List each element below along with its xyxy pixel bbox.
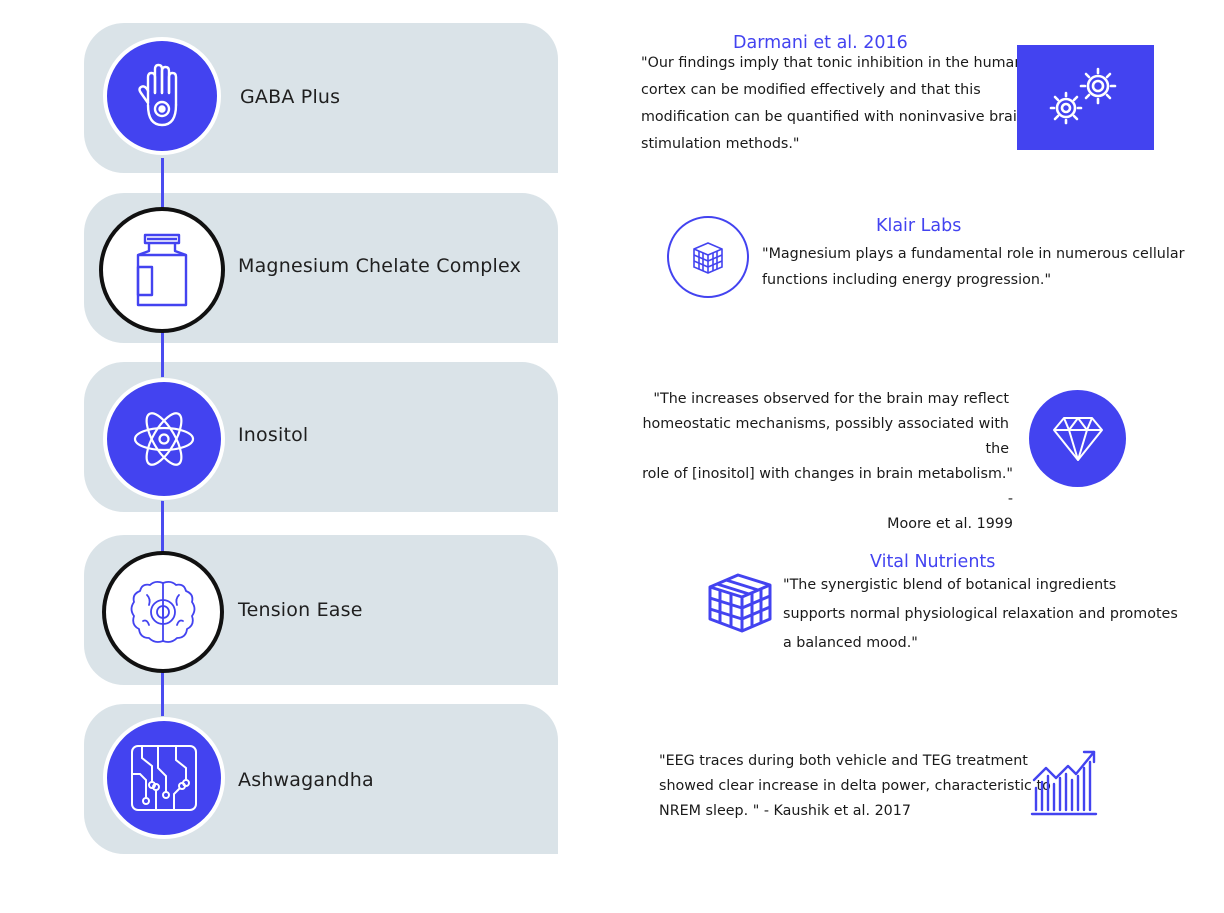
quote-line: a balanced mood." [783,635,918,651]
circuit-board-icon [130,744,198,812]
item-label: Magnesium Chelate Complex [238,255,522,277]
atom-icon [132,409,196,469]
quote-line: functions including energy progression." [762,272,1052,288]
quote-source: Vital Nutrients [870,552,996,572]
diamond-icon [1052,416,1104,462]
quote-text: "EEG traces during both vehicle and TEG … [659,749,1051,824]
bar-chart-growth-icon [1030,748,1100,816]
quote-line: NREM sleep. " - Kaushik et al. 2017 [659,803,911,819]
supplement-bottle-icon [134,233,190,307]
cube-grid-icon-circle [667,216,749,298]
timeline-connector [161,672,164,722]
quote-text: "The increases observed for the brain ma… [640,387,1013,537]
quote-line: showed clear increase in delta power, ch… [659,778,1051,794]
quote-source: Klair Labs [876,216,962,236]
quote-source: Darmani et al. 2016 [733,33,908,53]
cube-grid-icon [690,239,726,275]
cube-icon [707,573,773,633]
quote-line: "The synergistic blend of botanical ingr… [783,577,1117,593]
quote-text: "The synergistic blend of botanical ingr… [783,571,1178,658]
quote-line: homeostatic mechanisms, possibly associa… [642,416,1009,457]
item-icon-circle [102,551,224,673]
quote-text: "Our findings imply that tonic inhibitio… [641,50,1026,158]
quote-line: Moore et al. 1999 [887,516,1013,532]
item-label: GABA Plus [240,86,341,108]
gears-icon-tile [1017,45,1154,150]
gears-icon [1048,66,1124,130]
diamond-icon-circle [1029,390,1126,487]
quote-line: stimulation methods." [641,136,800,152]
quote-line: "Magnesium plays a fundamental role in n… [762,246,1185,262]
item-icon-circle [103,717,225,839]
timeline-connector [161,330,164,382]
quote-line: "EEG traces during both vehicle and TEG … [659,753,1028,769]
quote-line: role of [inositol] with changes in brain… [642,466,1013,507]
item-icon-circle [99,207,225,333]
item-label: Inositol [238,424,309,446]
quote-text: "Magnesium plays a fundamental role in n… [762,241,1184,293]
brain-gear-icon [129,579,197,645]
quote-line: "The increases observed for the brain ma… [653,391,1009,407]
quote-line: cortex can be modified effectively and t… [641,82,981,98]
item-label: Tension Ease [238,599,363,621]
quote-line: "Our findings imply that tonic inhibitio… [641,55,1024,71]
hand-icon [132,63,192,129]
timeline-connector [161,500,164,555]
quote-line: modification can be quantified with noni… [641,109,1026,125]
item-icon-circle [103,37,221,155]
timeline-connector [161,158,164,210]
item-label: Ashwagandha [238,769,374,791]
quote-line: supports normal physiological relaxation… [783,606,1178,622]
item-icon-circle [103,378,225,500]
